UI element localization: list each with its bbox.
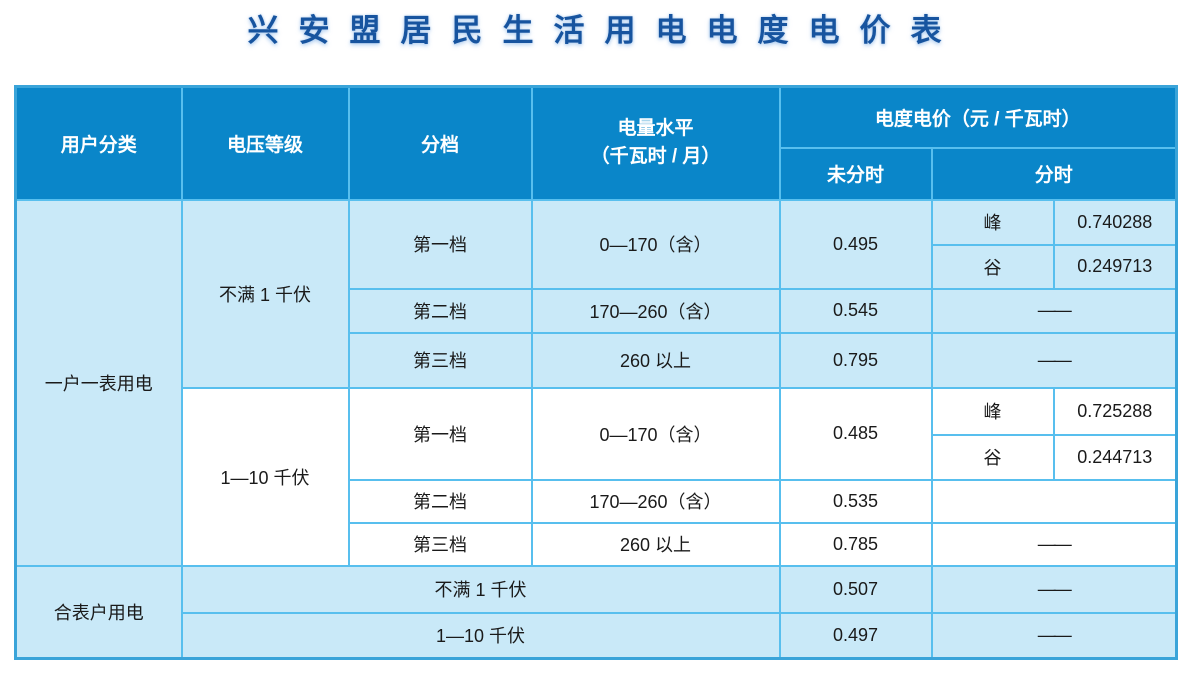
header-non-tou: 未分时 [778,146,933,201]
cell-tou-price: 0.725288 [1052,386,1178,436]
cell-tou-period: 谷 [930,433,1055,481]
header-usage-line2: （千瓦时 / 月） [590,146,721,168]
table-row: 1—10 千伏 0.497 —— [16,611,1178,660]
header-tou: 分时 [930,146,1178,201]
table-row: 合表户用电 不满 1 千伏 0.507 —— [14,564,1178,660]
cell-tou-dash: —— [930,287,1178,334]
cell-tier: 第三档 [347,521,533,567]
cell-tou-price: 0.244713 [1052,433,1178,481]
cell-flat-price: 0.485 [778,386,933,481]
header-user-category: 用户分类 [14,85,183,201]
cell-flat-price: 0.785 [778,521,933,567]
cell-tou-dash: —— [930,564,1178,614]
cell-usage-range: 170—260（含） [530,478,781,524]
cell-tou-price: 0.740288 [1052,198,1178,246]
page-title: 兴安盟居民生活用电电度电价表 [247,13,962,48]
cell-tier: 第三档 [347,331,533,389]
cell-tou-dash: —— [930,521,1178,567]
cell-flat-price: 0.507 [778,564,933,614]
cell-tier: 第二档 [347,478,533,524]
cell-flat-price: 0.535 [778,478,933,524]
table-row: 谷 0.249713 [16,243,1178,290]
cell-tier: 第一档 [347,198,533,290]
cell-tou-period: 峰 [930,386,1055,436]
table-row: 第二档 170—260（含） 0.535 [16,478,1178,524]
table-row: 第三档 260 以上 0.785 —— [16,521,1178,567]
cell-tou-price: 0.249713 [1052,243,1178,290]
cell-tou-period: 谷 [930,243,1055,290]
table-row: 谷 0.244713 [16,433,1178,481]
cell-flat-price: 0.795 [778,331,933,389]
header-usage-level: 电量水平 （千瓦时 / 月） [530,85,781,201]
cell-flat-price: 0.497 [778,611,933,660]
cell-usage-range: 260 以上 [530,521,781,567]
cell-usage-range: 170—260（含） [530,287,781,334]
cell-tier: 第一档 [347,386,533,481]
header-row-1: 用户分类 电压等级 分档 电量水平 （千瓦时 / 月） 电度电价（元 / 千瓦时… [14,85,1178,201]
table-row: 1—10 千伏 第一档 0—170（含） 0.485 峰 0.725288 [16,386,1178,567]
cell-voltage: 1—10 千伏 [180,386,350,567]
table-row: 一户一表用电 不满 1 千伏 第一档 0—170（含） 0.495 峰 0.74… [14,198,1178,567]
cell-voltage: 不满 1 千伏 [180,198,350,389]
cell-usage-range: 0—170（含） [530,386,781,481]
electricity-price-table: 用户分类 电压等级 分档 电量水平 （千瓦时 / 月） 电度电价（元 / 千瓦时… [14,85,1179,660]
cell-user-category: 合表户用电 [14,564,183,660]
header-price-group: 电度电价（元 / 千瓦时） [778,85,1178,149]
cell-usage-range: 260 以上 [530,331,781,389]
cell-flat-price: 0.545 [778,287,933,334]
cell-tou-dash: —— [930,331,1178,389]
cell-tou-empty [930,478,1178,524]
cell-tou-period: 峰 [930,198,1055,246]
cell-flat-price: 0.495 [778,198,933,290]
cell-user-category: 一户一表用电 [14,198,183,567]
header-tier: 分档 [347,85,533,201]
table-row: 第二档 170—260（含） 0.545 —— [16,287,1178,334]
cell-usage-range: 0—170（含） [530,198,781,290]
table-row: 第三档 260 以上 0.795 —— [16,331,1178,389]
header-voltage-level: 电压等级 [180,85,350,201]
header-usage-line1: 电量水平 [617,117,694,139]
cell-tier: 第二档 [347,287,533,334]
cell-tou-dash: —— [930,611,1178,660]
cell-voltage: 不满 1 千伏 [180,564,781,614]
header-row-2: 未分时 分时 [16,146,1178,201]
cell-voltage: 1—10 千伏 [180,611,781,660]
